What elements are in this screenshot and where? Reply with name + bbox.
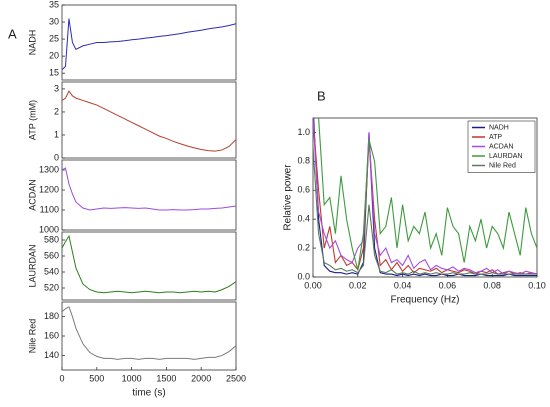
y-tick-label: 0.0 (297, 271, 310, 281)
x-tick-label: 0.06 (439, 280, 457, 290)
x-tick-label: 0.08 (483, 280, 501, 290)
data-line (62, 18, 236, 71)
y-tick-label: 1300 (39, 164, 59, 174)
y-axis-label: LAURDAN (27, 244, 37, 287)
legend-label: ACDAN (489, 143, 514, 150)
y-axis-label: ATP (mM) (27, 100, 37, 140)
legend-label: Nile Red (489, 162, 516, 169)
data-line (62, 234, 236, 294)
y-tick-label: 580 (44, 234, 59, 244)
panel-label: B (317, 88, 326, 103)
legend-label: NADH (489, 124, 509, 131)
series-line (318, 118, 537, 270)
y-axis-label: Nile Red (27, 319, 37, 354)
y-tick-label: 1 (54, 129, 59, 139)
x-tick-label: 2500 (226, 373, 246, 383)
x-axis-label: Frequency (Hz) (391, 295, 460, 306)
y-tick-label: 2 (54, 106, 59, 116)
y-axis-label: Relative power (283, 164, 294, 231)
y-tick-label: 0.6 (297, 185, 310, 195)
y-tick-label: 1.0 (297, 127, 310, 137)
y-axis-label: NADH (27, 30, 37, 56)
data-line (62, 306, 236, 360)
plot-frame (312, 117, 538, 278)
y-tick-label: 0 (54, 152, 59, 162)
x-tick-label: 1500 (156, 373, 176, 383)
plot-frame (61, 159, 237, 231)
plot-frame (61, 81, 237, 159)
y-tick-label: 25 (49, 33, 59, 43)
y-tick-label: 0.4 (297, 214, 310, 224)
y-tick-label: 20 (49, 51, 59, 61)
x-tick-label: 2000 (191, 373, 211, 383)
plot-frame (61, 301, 237, 371)
x-tick-label: 0.02 (349, 280, 367, 290)
y-tick-label: 0.2 (297, 242, 310, 252)
y-axis-label: ACDAN (27, 179, 37, 211)
y-tick-label: 160 (44, 330, 59, 340)
plot-frame (61, 4, 237, 81)
y-tick-label: 0.8 (297, 156, 310, 166)
x-axis-label: time (s) (132, 388, 165, 399)
series-line (313, 118, 537, 277)
y-tick-label: 180 (44, 311, 59, 321)
series-line (313, 118, 537, 275)
data-line (62, 90, 236, 152)
y-tick-label: 15 (49, 68, 59, 78)
y-tick-label: 30 (49, 16, 59, 26)
y-tick-label: 560 (44, 250, 59, 260)
y-tick-label: 540 (44, 266, 59, 276)
y-tick-label: 1100 (40, 204, 59, 214)
y-tick-label: 35 (49, 0, 59, 9)
x-tick-label: 500 (89, 373, 104, 383)
y-tick-label: 3 (54, 83, 59, 93)
legend-label: LAURDAN (489, 153, 522, 160)
panel-label: A (8, 26, 17, 41)
y-tick-label: 1000 (39, 224, 59, 234)
x-tick-label: 0.04 (394, 280, 412, 290)
x-tick-label: 0.10 (528, 280, 546, 290)
plot-frame (61, 231, 237, 301)
series-line (313, 146, 537, 275)
y-tick-label: 1200 (39, 184, 59, 194)
legend-label: ATP (489, 134, 502, 141)
y-tick-label: 140 (44, 350, 59, 360)
x-tick-label: 0.00 (304, 280, 322, 290)
y-tick-label: 520 (44, 282, 59, 292)
x-tick-label: 0 (59, 373, 64, 383)
x-tick-label: 1000 (122, 373, 142, 383)
data-line (62, 167, 236, 211)
